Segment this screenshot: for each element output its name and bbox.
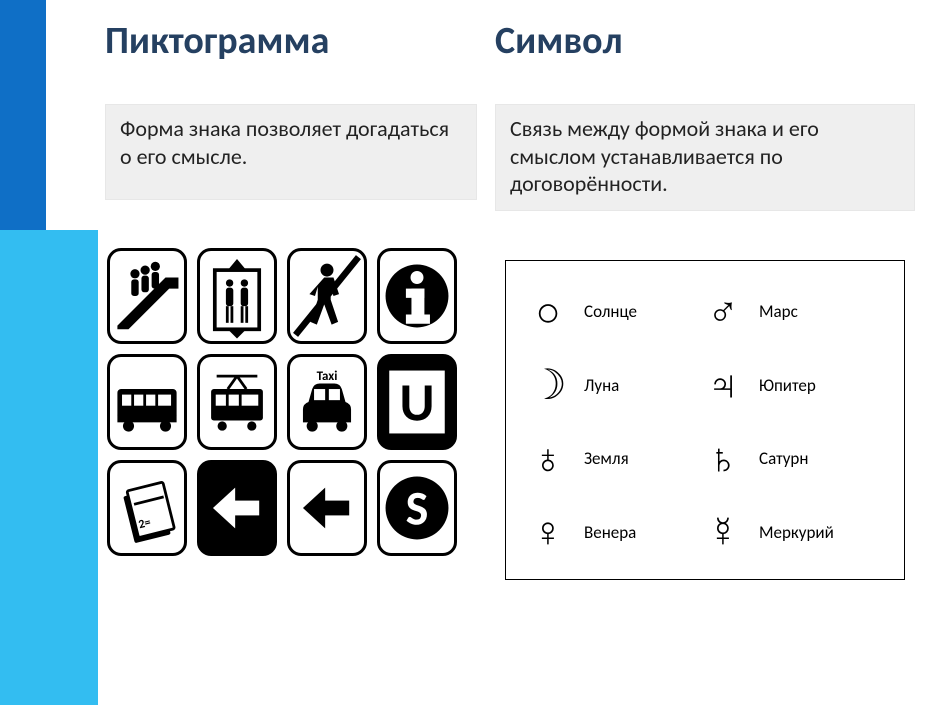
symbol-venus-label: Венера (578, 522, 693, 543)
exit-arrow-icon (287, 460, 367, 556)
symbol-mars-icon: ♂ (693, 291, 753, 333)
information-icon (377, 248, 457, 344)
svg-text:S: S (406, 479, 429, 538)
symbol-mars-label: Марс (753, 301, 868, 322)
symbol-moon-icon: ☽ (518, 364, 578, 406)
symbol-mercury-icon: ☿ (693, 511, 753, 553)
elevator-icon (197, 248, 277, 344)
symbol-sun-icon: ○ (518, 291, 578, 333)
tram-icon (197, 354, 277, 450)
taxi-icon: Taxi (287, 354, 367, 450)
symbol-earth-icon: ♁ (518, 438, 578, 480)
tickets-icon: 2= (107, 460, 187, 556)
symbol-sun-label: Солнце (578, 301, 693, 322)
symbol-moon-label: Луна (578, 375, 693, 396)
pictogram-grid: Taxi U 2= (107, 248, 465, 556)
symbol-jupiter-label: Юпитер (753, 375, 868, 396)
desc-symbol: Связь между формой знака и его смыслом у… (495, 104, 915, 211)
escalator-icon (107, 248, 187, 344)
symbol-saturn-icon: ♄ (693, 438, 753, 480)
title-pictogram: Пиктограмма (105, 18, 477, 64)
no-pedestrian-icon (287, 248, 367, 344)
svg-text:Taxi: Taxi (317, 369, 338, 384)
symbol-venus-icon: ♀ (518, 511, 578, 553)
u-bahn-icon: U (377, 354, 457, 450)
symbols-table: ○ Солнце ♂ Марс ☽ Луна ♃ Юпитер ♁ Земля … (505, 260, 905, 580)
svg-text:U: U (399, 371, 434, 436)
sidebar-accent-light (0, 230, 98, 705)
symbol-earth-label: Земля (578, 448, 693, 469)
symbol-mercury-label: Меркурий (753, 522, 868, 543)
bus-icon (107, 354, 187, 450)
title-symbol: Символ (495, 18, 915, 64)
exit-arrow-inverse-icon (197, 460, 277, 556)
sidebar-accent-dark (0, 0, 46, 230)
symbol-jupiter-icon: ♃ (693, 364, 753, 406)
symbol-saturn-label: Сатурн (753, 448, 868, 469)
desc-pictogram: Форма знака позволяет догадаться о его с… (105, 104, 477, 200)
s-bahn-icon: S (377, 460, 457, 556)
